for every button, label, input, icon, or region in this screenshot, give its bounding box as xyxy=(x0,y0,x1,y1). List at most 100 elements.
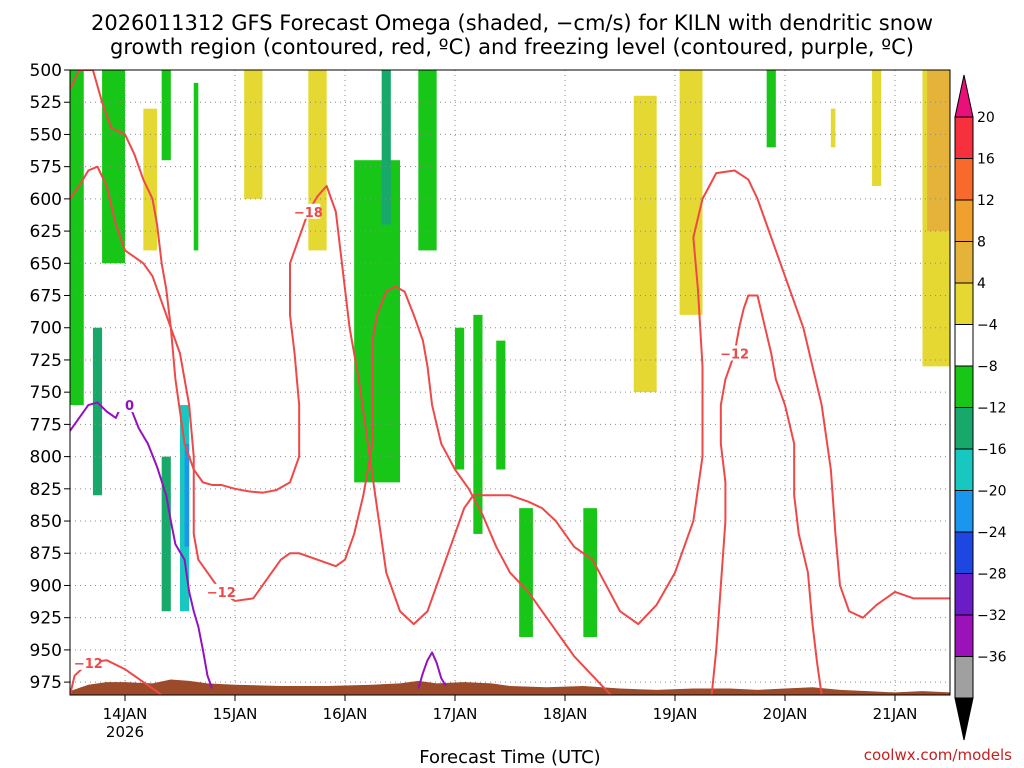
colorbar-tick-label: −4 xyxy=(977,318,998,334)
colorbar-swatch xyxy=(954,656,974,699)
omega-shade-region xyxy=(633,95,657,393)
colorbar-bottom-triangle xyxy=(954,697,974,741)
colorbar-swatch xyxy=(954,365,974,408)
colorbar-swatch xyxy=(954,614,974,657)
colorbar-swatch xyxy=(954,531,974,574)
omega-shade-region xyxy=(143,108,158,251)
colorbar-swatch xyxy=(954,324,974,367)
x-tick-label: 16JAN xyxy=(323,705,368,723)
omega-shade-region xyxy=(161,456,171,612)
y-tick-label: 875 xyxy=(30,544,62,564)
contour-label: −18 xyxy=(294,206,323,221)
colorbar-swatch xyxy=(954,241,974,284)
colorbar-tick-label: −36 xyxy=(977,650,1007,666)
omega-shade-region xyxy=(244,70,263,199)
y-tick-label: 575 xyxy=(30,158,62,178)
contour-label: −12 xyxy=(720,348,749,363)
omega-shade-region xyxy=(193,82,199,251)
y-tick-label: 775 xyxy=(30,415,62,435)
colorbar-swatch xyxy=(954,282,974,325)
y-tick-label: 500 xyxy=(30,61,62,81)
y-tick-label: 900 xyxy=(30,576,62,596)
colorbar-swatch xyxy=(954,573,974,616)
x-tick-label: 17JAN xyxy=(433,705,478,723)
contour-label-bg xyxy=(296,203,321,219)
omega-shade-region xyxy=(872,70,882,186)
omega-shade-region xyxy=(381,70,391,225)
x-tick-label: 20JAN xyxy=(763,705,808,723)
colorbar-tick-label: 12 xyxy=(977,193,995,209)
colorbar-tick-label: 20 xyxy=(977,110,995,126)
contour-label-bg xyxy=(722,345,747,361)
colorbar-swatch xyxy=(954,490,974,533)
omega-shade-region xyxy=(519,508,533,638)
plot-border xyxy=(69,69,951,696)
colorbar-swatch xyxy=(954,407,974,450)
y-tick-label: 850 xyxy=(30,512,62,532)
contour-lines: −18 −12 −12 −12 0 xyxy=(70,70,950,695)
y-tick-label: 625 xyxy=(30,222,62,242)
omega-shade-region xyxy=(496,340,506,470)
colorbar-tick-label: −24 xyxy=(977,525,1007,541)
omega-shading xyxy=(70,70,950,638)
dgz-contour-line xyxy=(70,659,163,695)
freezing-level-contour xyxy=(70,401,214,689)
y-tick-label: 525 xyxy=(30,93,62,113)
y-tick-label: 675 xyxy=(30,287,62,307)
colorbar-top-triangle xyxy=(954,74,974,118)
colorbar-tick-label: 16 xyxy=(977,152,995,168)
omega-shade-region xyxy=(473,314,483,534)
colorbar-swatch xyxy=(954,199,974,242)
omega-shade-region xyxy=(92,327,103,496)
omega-shade-region xyxy=(308,70,327,251)
omega-shade-region xyxy=(418,70,437,251)
x-tick-label: 14JAN xyxy=(103,705,148,723)
omega-shade-region xyxy=(70,70,84,406)
dgz-contour-line xyxy=(70,165,612,695)
colorbar-tick-label: 8 xyxy=(977,235,986,251)
y-tick-label: 925 xyxy=(30,609,62,629)
contour-label-bg xyxy=(209,583,234,599)
colorbar-tick-label: −16 xyxy=(977,442,1007,458)
colorbar-tick-label: −28 xyxy=(977,567,1007,583)
colorbar-swatch xyxy=(954,448,974,491)
dgz-contour-line xyxy=(70,70,950,626)
y-tick-label: 700 xyxy=(30,319,62,339)
plot-background xyxy=(70,70,950,695)
y-tick-label: 800 xyxy=(30,448,62,468)
dgz-contour-line xyxy=(710,294,823,695)
contour-label-bg xyxy=(76,654,101,670)
colorbar-tick-label: −12 xyxy=(977,401,1007,417)
y-tick-label: 600 xyxy=(30,190,62,210)
plot-frame xyxy=(69,69,951,696)
terrain-fill xyxy=(70,679,950,695)
colorbar-swatch xyxy=(954,158,974,201)
x-tick-label: 18JAN xyxy=(543,705,588,723)
omega-shade-region xyxy=(766,70,776,148)
contour-label-bg xyxy=(117,397,142,413)
omega-shade-region xyxy=(354,160,400,483)
contour-label: −12 xyxy=(74,657,103,672)
omega-shade-region xyxy=(679,70,703,315)
chart-title: 2026011312 GFS Forecast Omega (shaded, −… xyxy=(91,11,933,59)
terrain-surface xyxy=(70,679,950,695)
y-tick-label: 650 xyxy=(30,254,62,274)
x-tick-label: 19JAN xyxy=(653,705,698,723)
x-tick-label: 15JAN xyxy=(213,705,258,723)
omega-shade-region xyxy=(830,108,836,148)
colorbar-swatch xyxy=(954,116,974,159)
omega-shade-region xyxy=(161,70,171,161)
freezing-level-contour xyxy=(417,651,447,689)
omega-shade-region xyxy=(455,327,465,470)
y-tick-label: 950 xyxy=(30,641,62,661)
x-tick-label: 21JAN xyxy=(873,705,918,723)
x-tick-sublabel: 2026 xyxy=(106,723,144,741)
colorbar-tick-label: −32 xyxy=(977,608,1007,624)
colorbar-tick-label: −20 xyxy=(977,484,1007,500)
x-axis-title: Forecast Time (UTC) xyxy=(419,747,600,768)
y-tick-label: 750 xyxy=(30,383,62,403)
y-tick-label: 825 xyxy=(30,480,62,500)
title-line-1: 2026011312 GFS Forecast Omega (shaded, −… xyxy=(91,11,933,35)
y-tick-label: 550 xyxy=(30,125,62,145)
